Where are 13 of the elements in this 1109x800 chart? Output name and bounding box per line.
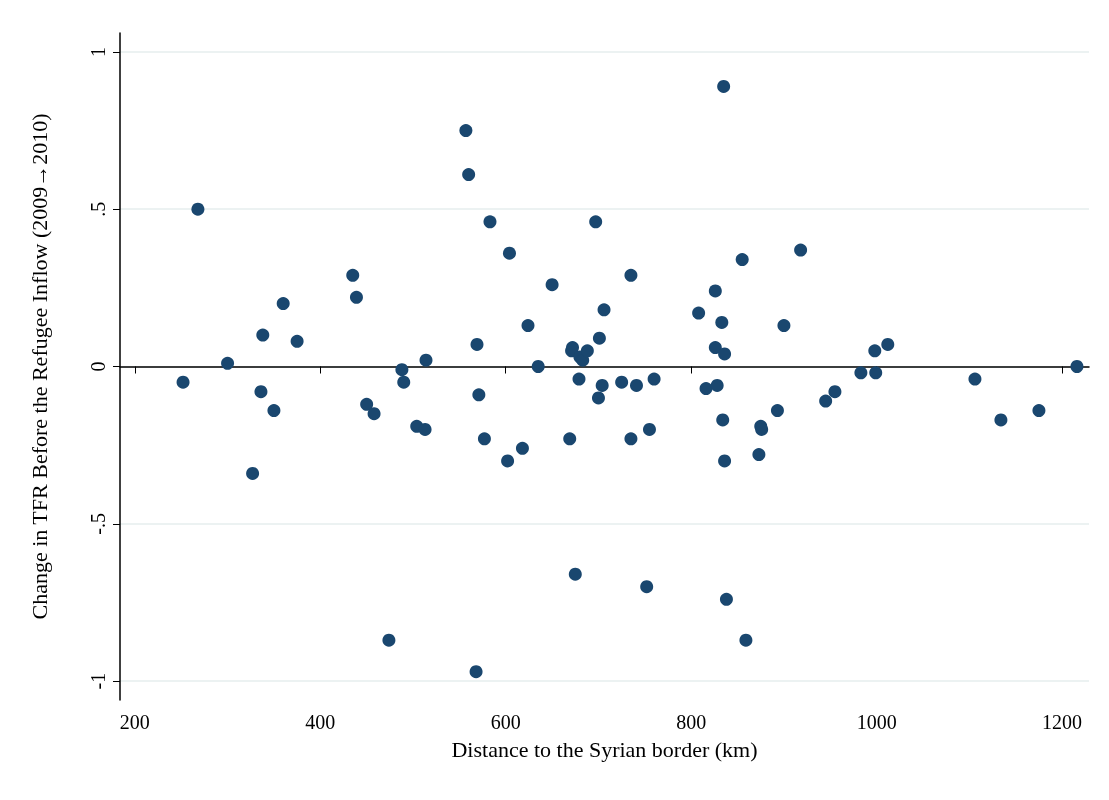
y-tick-label: -1 — [87, 672, 109, 690]
y-tick-label: 1 — [87, 46, 109, 57]
x-tick-label: 1000 — [856, 711, 897, 733]
x-tick-label: 1200 — [1042, 711, 1083, 733]
x-axis-title: Distance to the Syrian border (km) — [451, 736, 758, 762]
x-tick-label: 200 — [119, 711, 150, 733]
x-tick-label: 400 — [305, 711, 336, 733]
y-tick-label: .5 — [87, 201, 109, 217]
x-tick-label: 600 — [490, 711, 521, 733]
x-tick-label: 800 — [676, 711, 707, 733]
y-axis-title: Change in TFR Before the Refugee Inflow (2009→2010) — [26, 113, 52, 620]
y-tick-label: 0 — [87, 361, 109, 372]
y-tick-label: -.5 — [87, 512, 109, 535]
